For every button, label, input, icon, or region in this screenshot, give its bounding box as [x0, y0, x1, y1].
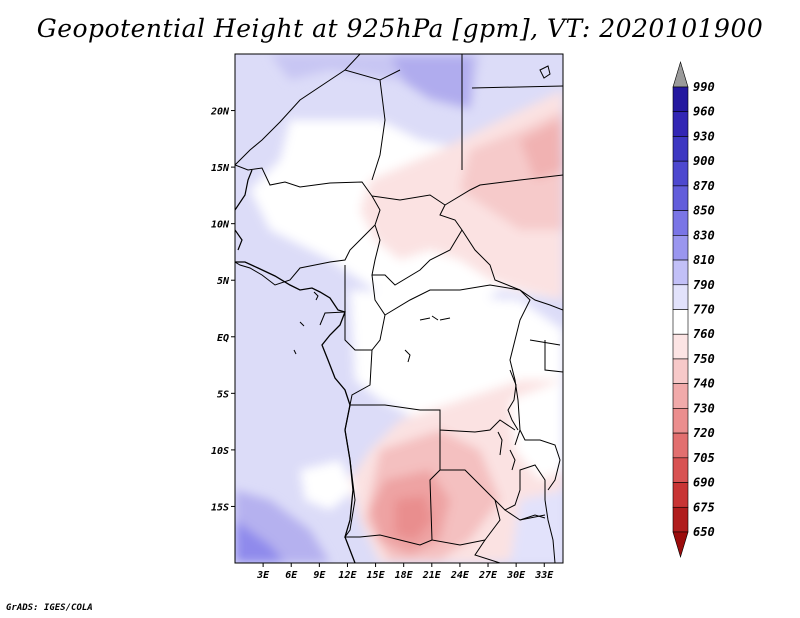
- colorbar-level-label: 690: [693, 476, 715, 490]
- lon-tick-label: 3E: [256, 570, 270, 581]
- colorbar-box: [672, 235, 689, 261]
- lat-tick-label: 15N: [211, 163, 230, 174]
- lon-tick-label: 18E: [395, 570, 414, 581]
- colorbar-level-label: 870: [693, 179, 715, 193]
- lon-tick-label: 12E: [338, 570, 357, 581]
- colorbar-level-label: 760: [693, 327, 715, 341]
- field-760-coast: [300, 460, 355, 510]
- lat-tick-label: EQ: [217, 333, 229, 344]
- atlantic-coastline: [235, 261, 356, 563]
- field-730-sudan: [520, 120, 563, 180]
- colorbar-level-label: 675: [693, 500, 715, 514]
- map-frame: [234, 53, 564, 564]
- colorbar-box: [672, 185, 689, 211]
- lon-tick-label: 15E: [367, 570, 386, 581]
- lon-tick-label: 33E: [534, 570, 554, 581]
- field-760-lakes: [510, 380, 563, 480]
- colorbar-top-arrow: [672, 60, 689, 88]
- colorbar-box: [672, 358, 689, 384]
- colorbar-level-label: 750: [693, 352, 715, 366]
- colorbar-box: [672, 432, 689, 459]
- height-field: [235, 54, 563, 563]
- colorbar-level-label: 650: [693, 525, 715, 539]
- colorbar-box: [672, 457, 689, 483]
- colorbar-box: [672, 136, 689, 162]
- lon-tick-label: 6E: [285, 570, 298, 581]
- lat-tick-label: 20N: [210, 107, 230, 118]
- lat-tick-label: 10N: [211, 220, 230, 231]
- lon-tick-label: 30E: [506, 570, 526, 581]
- field-830-southwest: [235, 520, 285, 563]
- lon-tick-label: 21E: [422, 570, 442, 581]
- lat-tick-label: 15S: [211, 502, 229, 513]
- colorbar-box: [672, 383, 689, 409]
- lon-tick-label: 9E: [313, 570, 326, 581]
- west-coastline: [235, 169, 253, 251]
- map-title: Geopotential Height at 925hPa [gpm], VT:…: [36, 14, 764, 43]
- colorbar-level-label: 960: [693, 105, 715, 119]
- colorbar-box: [672, 482, 689, 508]
- colorbar-box: [672, 506, 689, 533]
- colorbar-box: [672, 259, 689, 286]
- colorbar-box: [672, 309, 689, 335]
- colorbar-level-label: 810: [693, 253, 715, 267]
- colorbar-box: [672, 284, 689, 310]
- colorbar-bottom-arrow: [672, 531, 689, 559]
- field-810-north: [390, 56, 472, 108]
- colorbar-level-label: 770: [693, 303, 715, 317]
- colorbar-level-label: 740: [693, 377, 715, 391]
- colorbar-level-label: 930: [693, 129, 715, 143]
- country-borders: [235, 54, 563, 563]
- colorbar-box: [672, 408, 689, 434]
- colorbar-box: [672, 333, 689, 360]
- colorbar-level-label: 720: [693, 426, 715, 440]
- grads-credit: GrADS: IGES/COLA: [6, 603, 93, 613]
- lon-tick-label: 27E: [478, 570, 498, 581]
- colorbar-box: [672, 86, 689, 113]
- colorbar-level-label: 830: [693, 228, 715, 242]
- colorbar-level-label: 900: [693, 154, 715, 168]
- colorbar-level-label: 705: [693, 451, 715, 465]
- lat-tick-label: 5N: [217, 276, 230, 287]
- field-770-mozambique: [510, 490, 563, 563]
- lon-tick-label: 24E: [450, 570, 470, 581]
- field-720-kalahari: [395, 495, 432, 540]
- longitude-axis: 3E 6E 9E 12E 15E 18E 21E 24E 27E 30E 33E: [256, 563, 554, 581]
- colorbar-level-label: 790: [693, 278, 715, 292]
- colorbar-level-label: 990: [693, 80, 715, 94]
- lat-tick-label: 10S: [211, 446, 229, 457]
- colorbar-level-label: 850: [693, 204, 715, 218]
- latitude-axis: 20N 15N 10N 5N EQ 5S 10S 15S: [210, 107, 235, 513]
- colorbar-box: [672, 210, 689, 236]
- colorbar-box: [672, 111, 689, 137]
- colorbar-box: [672, 160, 689, 187]
- colorbar-level-label: 730: [693, 401, 715, 415]
- lat-tick-label: 5S: [217, 389, 229, 400]
